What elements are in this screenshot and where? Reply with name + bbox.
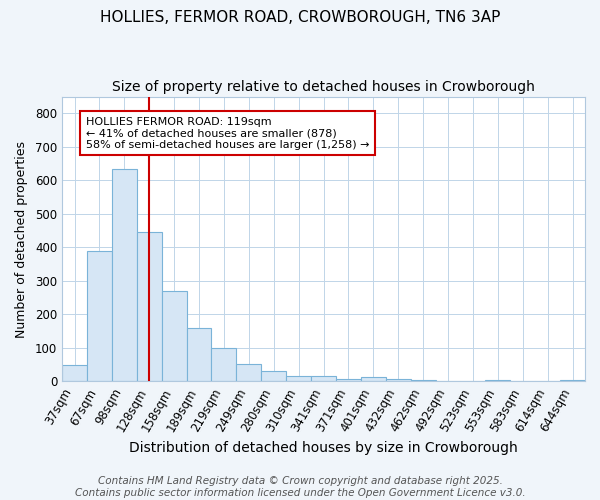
Bar <box>386 379 410 382</box>
Text: Contains HM Land Registry data © Crown copyright and database right 2025.
Contai: Contains HM Land Registry data © Crown c… <box>74 476 526 498</box>
Bar <box>236 364 261 382</box>
Bar <box>87 250 112 382</box>
Y-axis label: Number of detached properties: Number of detached properties <box>15 140 28 338</box>
Bar <box>311 376 336 382</box>
Bar <box>261 372 286 382</box>
Bar <box>286 376 311 382</box>
Bar <box>137 232 161 382</box>
Text: HOLLIES FERMOR ROAD: 119sqm
← 41% of detached houses are smaller (878)
58% of se: HOLLIES FERMOR ROAD: 119sqm ← 41% of det… <box>86 116 369 150</box>
Bar <box>211 348 236 382</box>
Bar <box>112 168 137 382</box>
Bar <box>361 377 386 382</box>
X-axis label: Distribution of detached houses by size in Crowborough: Distribution of detached houses by size … <box>129 441 518 455</box>
Bar <box>485 380 510 382</box>
Bar <box>410 380 436 382</box>
Title: Size of property relative to detached houses in Crowborough: Size of property relative to detached ho… <box>112 80 535 94</box>
Bar <box>336 379 361 382</box>
Bar <box>560 380 585 382</box>
Bar <box>62 364 87 382</box>
Bar <box>161 291 187 382</box>
Bar <box>187 328 211 382</box>
Text: HOLLIES, FERMOR ROAD, CROWBOROUGH, TN6 3AP: HOLLIES, FERMOR ROAD, CROWBOROUGH, TN6 3… <box>100 10 500 25</box>
